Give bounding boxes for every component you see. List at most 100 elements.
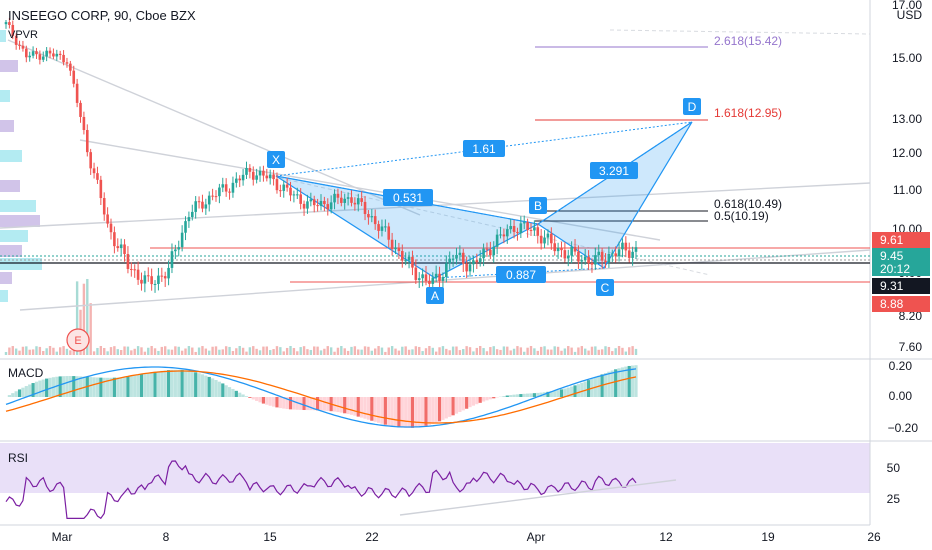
candle-body — [109, 223, 113, 233]
candle-body — [600, 251, 604, 261]
candle-body — [79, 102, 82, 117]
macd-histogram-bar — [563, 388, 567, 397]
earnings-marker[interactable]: E — [66, 328, 90, 352]
macd-histogram-bar — [380, 397, 384, 424]
candle-body — [489, 249, 492, 256]
volume-bar — [600, 349, 604, 355]
candle-body — [350, 197, 353, 203]
volume-bar — [597, 349, 600, 355]
volume-bar — [218, 349, 221, 355]
macd-histogram-bar — [373, 397, 377, 422]
candle-body — [119, 244, 123, 249]
volume-bar — [72, 346, 75, 355]
macd-histogram-bar — [360, 397, 364, 418]
candle-body — [275, 179, 279, 191]
macd-histogram-bar — [248, 397, 252, 398]
macd-histogram-bar — [519, 394, 523, 397]
fib-labels: 2.618(15.42) 1.618(12.95) 0.618(10.49) 0… — [714, 34, 782, 223]
volume-bar — [357, 349, 360, 355]
macd-histogram-bar — [156, 371, 161, 397]
symbol-title[interactable]: INSEEGO CORP, 90, Cboe BZX — [8, 8, 196, 23]
volume-bar — [109, 347, 113, 355]
candle-body — [204, 204, 208, 209]
volume-bar — [539, 346, 543, 355]
volume-bar — [401, 346, 404, 355]
vpvr-label[interactable]: VPVR — [8, 29, 38, 41]
time-axis[interactable]: Mar 8 15 22 Apr 12 19 26 — [52, 530, 881, 544]
macd-histogram-bar — [295, 397, 299, 410]
macd-histogram-bar — [227, 387, 232, 397]
volume-bar — [360, 349, 363, 355]
macd-histogram-bar — [549, 391, 553, 397]
macd-histogram-bar — [241, 394, 245, 397]
macd-tick: −0.20 — [888, 421, 919, 435]
volume-bar — [495, 349, 499, 355]
earnings-marker-label: E — [74, 335, 81, 347]
candle-body — [485, 248, 489, 250]
volume-bar — [502, 346, 506, 355]
candle-body — [41, 56, 45, 60]
candle-body — [529, 230, 533, 232]
macd-histogram-bar — [322, 397, 326, 411]
candle-body — [597, 251, 601, 256]
macd-histogram-bar — [211, 378, 215, 397]
time-tick: 15 — [263, 530, 277, 544]
volume-bar — [11, 346, 14, 355]
candle-body — [316, 205, 319, 207]
macd-histogram-bar — [48, 377, 52, 397]
volume-bar — [116, 349, 119, 355]
candle-body — [553, 243, 557, 252]
candle-body — [580, 260, 584, 262]
volume-bar — [248, 347, 252, 355]
volume-bar — [123, 346, 126, 355]
volume-bar — [272, 349, 275, 355]
svg-text:A: A — [431, 289, 439, 303]
macd-histogram-bar — [461, 397, 465, 411]
volume-bar — [553, 346, 556, 355]
volume-bar — [438, 347, 441, 355]
time-tick: Apr — [527, 530, 546, 544]
candle-body — [58, 53, 62, 55]
macd-histogram-bar — [288, 397, 293, 410]
point-d-label: D — [683, 98, 701, 115]
candle-body — [197, 201, 201, 203]
candle-body — [248, 167, 252, 172]
volume-bar — [472, 351, 475, 355]
candle-body — [526, 222, 529, 231]
candle-body — [468, 264, 472, 272]
volume-bar — [296, 351, 299, 355]
svg-text:20:12: 20:12 — [880, 262, 910, 276]
volume-bar — [82, 283, 86, 355]
volume-bar — [323, 348, 326, 355]
volume-bar — [313, 346, 316, 355]
candle-body — [207, 195, 211, 205]
candle-body — [312, 199, 316, 206]
vpvr-bar — [0, 150, 22, 162]
volume-bar — [380, 347, 384, 355]
badge-8-88: 8.88 — [872, 296, 930, 312]
volume-bar — [194, 351, 197, 355]
volume-bar — [560, 350, 563, 355]
macd-histogram-bar — [251, 397, 255, 400]
volume-bar — [336, 347, 340, 355]
macd-label[interactable]: MACD — [8, 366, 44, 380]
macd-histogram-bar — [492, 397, 496, 399]
candle-body — [587, 256, 590, 264]
volume-bar — [4, 352, 8, 355]
macd-histogram-bar — [607, 371, 611, 397]
indicator-axis[interactable]: 0.20 0.00 −0.20 50 25 — [887, 359, 919, 506]
macd-histogram-bar — [410, 397, 415, 428]
candle-body — [482, 248, 485, 259]
macd-histogram-bar — [586, 380, 591, 397]
volume-bar — [421, 351, 424, 355]
rsi-label[interactable]: RSI — [8, 451, 28, 465]
macd-histogram-bar — [634, 365, 638, 397]
macd-histogram-bar — [448, 397, 452, 417]
macd-histogram-bar — [268, 397, 272, 406]
candle-body — [505, 229, 509, 237]
candle-body — [431, 277, 435, 284]
volume-bar — [475, 347, 479, 355]
candle-body — [102, 198, 106, 215]
candle-body — [113, 232, 116, 247]
